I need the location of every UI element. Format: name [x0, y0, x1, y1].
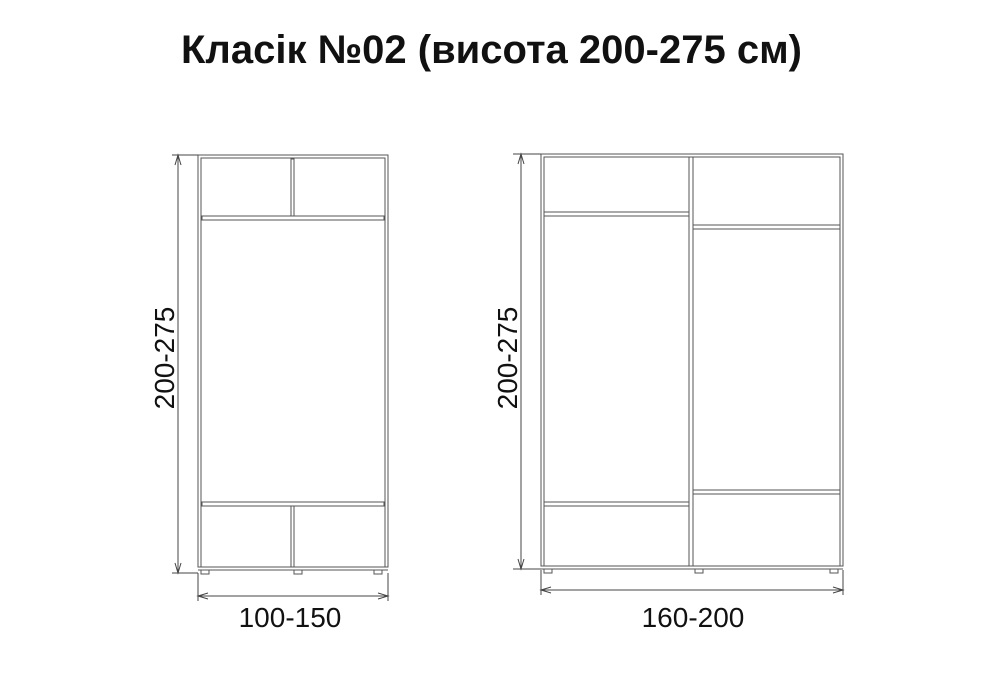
arrow-icon: [539, 586, 845, 594]
right-top-shelf: [692, 224, 841, 230]
height-label: 200-275: [492, 307, 523, 410]
cabinet-outline: [197, 154, 389, 568]
wardrobe-left: 200-275 100-150: [149, 153, 390, 633]
right-bottom-shelf: [692, 489, 841, 495]
leg: [829, 568, 839, 574]
cabinet-inner: [543, 156, 841, 567]
left-bottom-shelf: [543, 501, 690, 507]
leg: [373, 569, 383, 575]
leg: [200, 569, 210, 575]
top-shelf: [201, 215, 385, 221]
leg: [293, 569, 303, 575]
left-top-shelf: [543, 211, 690, 217]
height-label: 200-275: [149, 307, 180, 410]
wardrobe-right: 200-275 160-200: [492, 152, 845, 633]
bottom-divider: [290, 505, 295, 568]
width-label: 160-200: [642, 602, 745, 633]
center-divider: [688, 156, 694, 567]
bottom-shelf: [201, 501, 385, 507]
leg: [694, 568, 704, 574]
width-label: 100-150: [239, 602, 342, 633]
top-divider: [290, 158, 295, 217]
arrow-icon: [196, 592, 390, 600]
leg: [543, 568, 553, 574]
page-title: Класік №02 (висота 200-275 см): [181, 28, 802, 72]
arrow-icon: [174, 153, 182, 575]
arrow-icon: [517, 152, 525, 571]
